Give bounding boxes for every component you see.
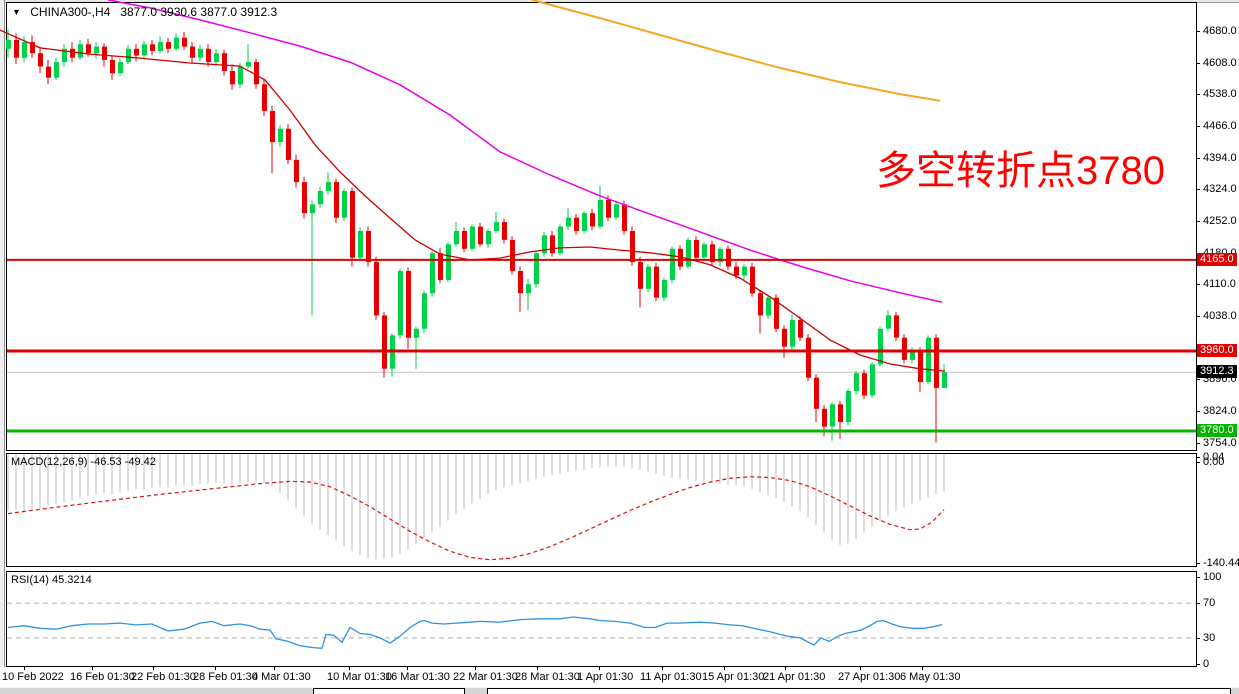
date-tick — [475, 667, 476, 670]
price-badge: 4165.0 — [1197, 253, 1237, 266]
axis-tick — [1196, 603, 1200, 604]
candles-layer[interactable] — [6, 28, 947, 443]
scrollbar-segment[interactable] — [487, 688, 1231, 694]
axis-price-label: 0.04 — [1203, 451, 1225, 463]
rsi-layer[interactable] — [7, 602, 1196, 649]
date-tick — [153, 667, 154, 670]
date-label: 10 Mar 01:30 — [327, 671, 392, 683]
axis-price-label: 4038.0 — [1203, 310, 1237, 322]
axis-tick — [1196, 284, 1200, 285]
date-tick — [274, 667, 275, 670]
ma-long-orange[interactable] — [531, 0, 941, 102]
date-tick — [724, 667, 725, 670]
axis-tick — [1196, 411, 1200, 412]
price-chart-layer[interactable] — [0, 0, 1196, 443]
ma-fast-red[interactable] — [0, 29, 946, 372]
date-label: 15 Apr 01:30 — [702, 671, 765, 683]
date-label: 4 Mar 01:30 — [252, 671, 311, 683]
date-tick — [349, 667, 350, 670]
date-label: 1 Apr 01:30 — [577, 671, 634, 683]
macd-indicator-label: MACD(12,26,9) -46.53 -49.42 — [11, 456, 156, 468]
date-axis: 10 Feb 2022 16 Feb 01:30 22 Feb 01:30 28 Fe… — [0, 667, 1239, 687]
symbol-dropdown-icon[interactable]: ▼ — [12, 7, 21, 17]
bottom-scrollbar[interactable] — [0, 687, 1239, 694]
date-label: 28 Feb 01:30 — [193, 671, 258, 683]
annotation-text[interactable]: 多空转折点3780 — [876, 149, 1165, 193]
date-tick — [785, 667, 786, 670]
axis-price-label: 3824.0 — [1203, 405, 1237, 417]
axis-price-label: -140.44 — [1203, 557, 1239, 569]
date-tick — [537, 667, 538, 670]
date-label: 22 Mar 01:30 — [453, 671, 518, 683]
axis-price-label: 100 — [1203, 571, 1222, 583]
price-chart-pane[interactable] — [6, 2, 1197, 451]
axis-tick — [1196, 379, 1200, 380]
date-tick — [922, 667, 923, 670]
date-label: 28 Mar 01:30 — [515, 671, 580, 683]
axis-price-label: 0 — [1203, 658, 1210, 670]
window-frame-left — [0, 0, 5, 694]
axis-price-label: 4608.0 — [1203, 57, 1237, 69]
axis-tick — [1196, 94, 1200, 95]
price-badge: 3780.0 — [1197, 424, 1237, 437]
date-tick — [407, 667, 408, 670]
date-label: 6 May 01:30 — [900, 671, 961, 683]
date-tick — [215, 667, 216, 670]
date-label: 27 Apr 01:30 — [838, 671, 901, 683]
price-badge: 3960.0 — [1197, 344, 1237, 357]
axis-tick — [1196, 664, 1200, 665]
axis-price-label: 70 — [1203, 597, 1216, 609]
axis-tick — [1196, 189, 1200, 190]
axis-price-label: 4538.0 — [1203, 88, 1237, 100]
axis-price-label: 30 — [1203, 632, 1216, 644]
rsi-indicator-label: RSI(14) 45.3214 — [11, 574, 92, 586]
date-tick — [599, 667, 600, 670]
axis-price-label: 4252.0 — [1203, 215, 1237, 227]
axis-price-label: 4394.0 — [1203, 152, 1237, 164]
axis-tick — [1196, 457, 1200, 458]
macd-layer[interactable] — [7, 454, 945, 561]
price-axis: 4680.0 4608.0 4538.0 4466.0 4394.0 4324.0 4252… — [1196, 0, 1239, 694]
axis-tick — [1196, 462, 1200, 463]
date-tick — [662, 667, 663, 670]
date-tick — [24, 667, 25, 670]
date-label: 16 Feb 01:30 — [70, 671, 135, 683]
rsi-line — [7, 616, 943, 649]
symbol-period-label: CHINA300-,H4 — [30, 5, 111, 19]
axis-price-label: 4110.0 — [1203, 278, 1236, 290]
date-label: 21 Apr 01:30 — [763, 671, 826, 683]
date-tick — [92, 667, 93, 670]
macd-signal-line — [7, 476, 945, 561]
axis-price-label: 3754.0 — [1203, 437, 1237, 449]
axis-tick — [1196, 638, 1200, 639]
axis-price-label: 4324.0 — [1203, 183, 1237, 195]
axis-tick — [1196, 31, 1200, 32]
ma-slow-magenta[interactable] — [107, 0, 943, 303]
axis-tick — [1196, 577, 1200, 578]
date-label: 11 Apr 01:30 — [640, 671, 702, 683]
price-badge: 3912.3 — [1197, 365, 1237, 378]
date-label: 10 Feb 2022 — [2, 671, 64, 683]
axis-tick — [1196, 158, 1200, 159]
axis-price-label: 0.00 — [1203, 456, 1225, 468]
axis-tick — [1196, 563, 1200, 564]
ohlc-values-label: 3877.0 3930.6 3877.0 3912.3 — [120, 5, 278, 19]
axis-tick — [1196, 221, 1200, 222]
date-tick — [860, 667, 861, 670]
date-label: 16 Mar 01:30 — [385, 671, 450, 683]
axis-price-label: 4680.0 — [1203, 25, 1237, 37]
axis-price-label: 4466.0 — [1203, 120, 1237, 132]
date-label: 22 Feb 01:30 — [131, 671, 196, 683]
axis-tick — [1196, 443, 1200, 444]
macd-pane[interactable] — [6, 453, 1197, 567]
chart-title-bar: ▼ CHINA300-,H4 3877.0 3930.6 3877.0 3912… — [12, 5, 277, 19]
scrollbar-segment[interactable] — [313, 688, 465, 694]
rsi-pane[interactable] — [6, 571, 1197, 667]
axis-tick — [1196, 316, 1200, 317]
axis-tick — [1196, 126, 1200, 127]
axis-tick — [1196, 63, 1200, 64]
